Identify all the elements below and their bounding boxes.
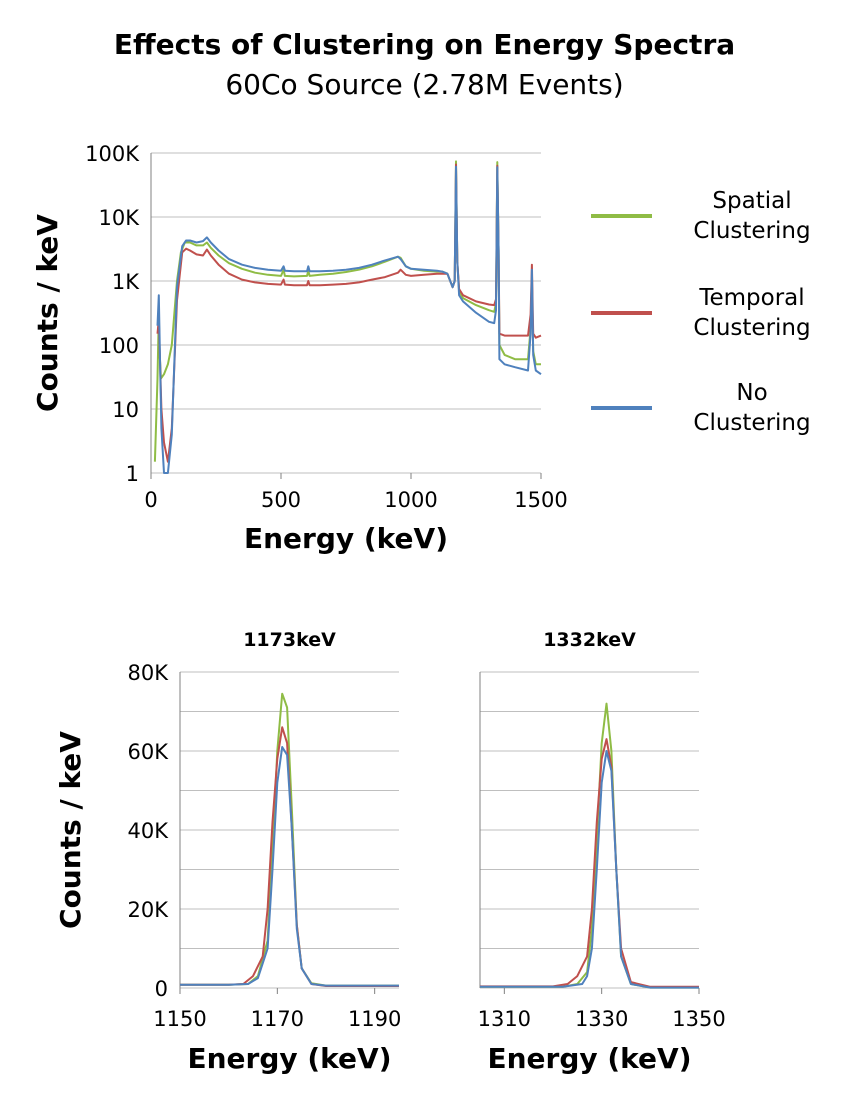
x-tick-label: 0: [144, 488, 157, 512]
x-tick-label: 500: [261, 488, 301, 512]
series-line-temporal: [480, 738, 699, 988]
y-tick-label: 20K: [128, 898, 170, 922]
x-axis-label: Energy (keV): [244, 522, 448, 555]
y-tick-label: 0: [155, 977, 168, 1001]
legend-label-none: No: [736, 380, 767, 406]
y-tick-label: 80K: [128, 661, 170, 685]
chart-title: Effects of Clustering on Energy Spectra: [113, 28, 736, 61]
y-tick-label: 10: [112, 398, 139, 422]
x-tick-label: 1190: [348, 1007, 401, 1031]
y-axis-label: Counts / keV: [31, 214, 64, 412]
y-tick-label: 60K: [128, 740, 170, 764]
y-tick-label: 100K: [85, 142, 140, 166]
x-tick-label: 1000: [384, 488, 437, 512]
x-tick-label: 1500: [514, 488, 567, 512]
y-tick-label: 1K: [112, 270, 140, 294]
y-tick-label: 1: [126, 462, 139, 486]
legend-label-temporal: Clustering: [693, 315, 810, 341]
x-tick-label: 1170: [251, 1007, 304, 1031]
x-tick-label: 1330: [575, 1007, 628, 1031]
x-axis-label: Energy (keV): [487, 1042, 691, 1075]
chart-subtitle: 60Co Source (2.78M Events): [225, 68, 624, 101]
series-line-spatial: [480, 702, 699, 989]
series-line-temporal: [156, 163, 542, 463]
legend-label-spatial: Spatial: [712, 188, 791, 214]
x-axis-label: Energy (keV): [187, 1042, 391, 1075]
y-axis-label: Counts / keV: [54, 731, 87, 929]
series-line-none: [156, 165, 542, 474]
x-tick-label: 1150: [153, 1007, 206, 1031]
panel-title: 1332keV: [543, 629, 636, 651]
y-tick-label: 10K: [99, 206, 141, 230]
panel-title: 1173keV: [243, 629, 336, 651]
series-line-spatial: [153, 160, 541, 462]
series-line-none: [180, 746, 399, 987]
legend-label-temporal: Temporal: [698, 285, 804, 311]
legend-label-spatial: Clustering: [693, 218, 810, 244]
y-tick-label: 40K: [128, 819, 170, 843]
x-tick-label: 1350: [672, 1007, 725, 1031]
series-line-none: [480, 750, 699, 989]
x-tick-label: 1310: [478, 1007, 531, 1031]
series-line-spatial: [180, 692, 399, 987]
legend-label-none: Clustering: [693, 410, 810, 436]
y-tick-label: 100: [99, 334, 139, 358]
